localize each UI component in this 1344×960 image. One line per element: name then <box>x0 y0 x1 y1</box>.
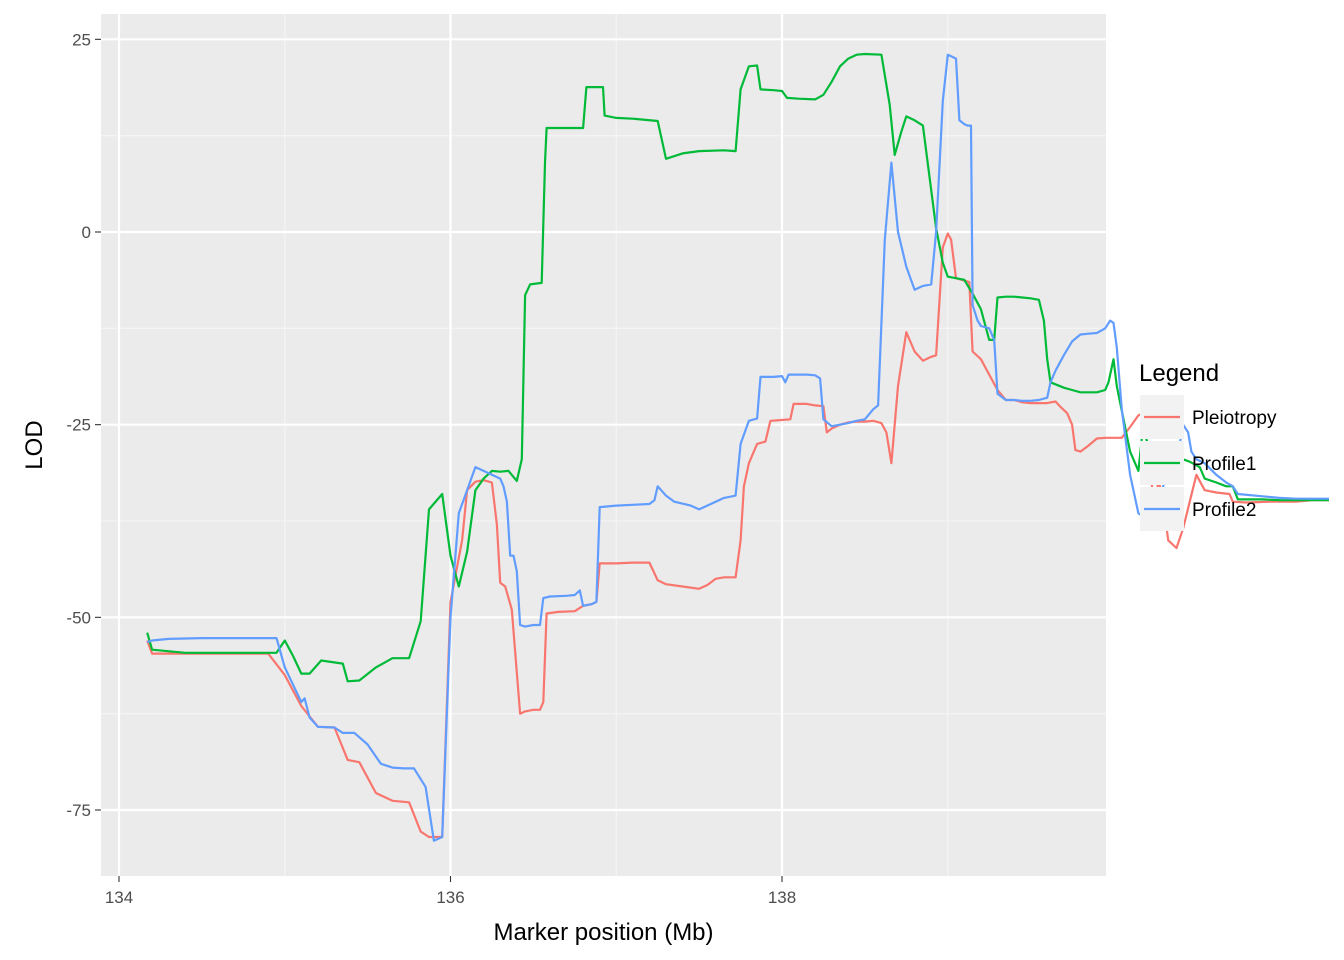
y-axis-title: LOD <box>21 420 48 469</box>
legend-entry-profile2: Profile2 <box>1140 487 1256 531</box>
y-tick-label: -75 <box>66 801 91 820</box>
y-tick-label: 25 <box>72 30 91 49</box>
legend-entry-pleiotropy: Pleiotropy <box>1140 395 1277 439</box>
legend-label-profile2: Profile2 <box>1192 500 1256 521</box>
legend-title: Legend <box>1139 360 1219 387</box>
minor-gridlines <box>101 14 1106 876</box>
series-line-profile1 <box>146 52 1329 683</box>
series-line-profile2 <box>146 53 1329 842</box>
x-tick-label: 138 <box>768 888 796 907</box>
y-tick-label: 0 <box>82 223 91 242</box>
y-axis: -75 -50 -25 0 25 <box>66 30 101 820</box>
legend-label-profile1: Profile1 <box>1192 454 1256 475</box>
plot-panel <box>101 14 1106 876</box>
x-axis: 134 136 138 <box>105 876 796 907</box>
major-gridlines <box>101 14 1106 876</box>
x-tick-label: 134 <box>105 888 133 907</box>
legend: Legend Pleiotropy Profile1 Profile2 <box>1139 360 1277 531</box>
y-tick-label: -25 <box>66 416 91 435</box>
series-lines <box>146 52 1329 842</box>
y-tick-label: -50 <box>66 608 91 627</box>
legend-label-pleiotropy: Pleiotropy <box>1192 408 1277 429</box>
legend-entry-profile1: Profile1 <box>1140 441 1256 485</box>
x-tick-label: 136 <box>436 888 464 907</box>
x-axis-title: Marker position (Mb) <box>493 919 713 946</box>
